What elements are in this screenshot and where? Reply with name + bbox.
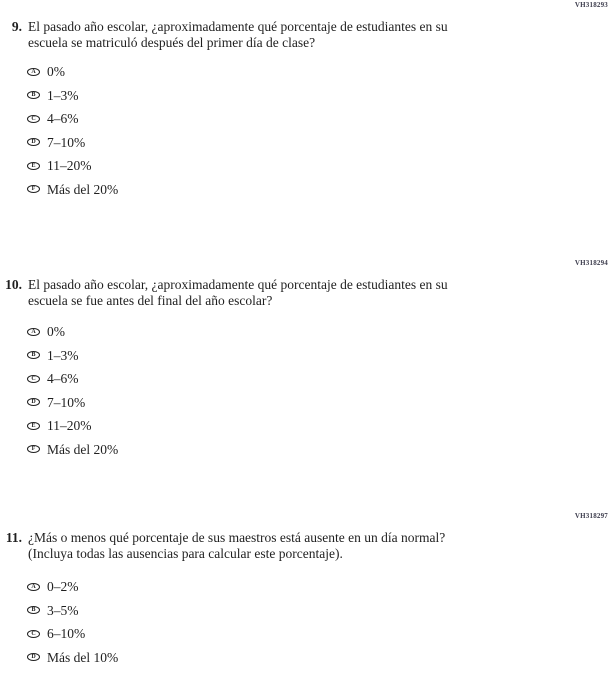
answer-option[interactable]: E 11–20% <box>27 418 614 433</box>
answer-oval-icon[interactable]: C <box>27 374 40 383</box>
answer-option[interactable]: D 7–10% <box>27 134 614 150</box>
answer-option-label: 3–5% <box>47 602 79 618</box>
question-text: El pasado año escolar, ¿aproximadamente … <box>28 19 448 51</box>
answer-option[interactable]: C 4–6% <box>27 111 614 126</box>
answer-option[interactable]: A 0% <box>27 324 614 339</box>
answer-oval-icon[interactable]: A <box>27 67 40 76</box>
answer-option-label: 4–6% <box>47 111 79 126</box>
answer-letter: F <box>31 446 36 452</box>
answer-option[interactable]: E 11–20% <box>27 158 614 173</box>
answer-letter: A <box>31 583 36 590</box>
answer-option-label: 6–10% <box>47 626 86 641</box>
question-row: 11. ¿Más o menos qué porcentaje de sus m… <box>0 530 614 562</box>
answer-option-label: Más del 10% <box>47 649 119 665</box>
answer-letter: D <box>31 399 36 405</box>
answer-letter: D <box>31 139 36 145</box>
answer-oval-icon[interactable]: B <box>27 606 40 614</box>
options-list: A 0–2% B 3–5% C 6–10% D Más del 10% <box>27 579 614 665</box>
question-text: ¿Más o menos qué porcentaje de sus maest… <box>28 530 445 562</box>
answer-oval-icon[interactable]: D <box>27 653 40 661</box>
question-text-line: escuela se matriculó después del primer … <box>28 35 316 50</box>
answer-option-label: 1–3% <box>47 87 79 103</box>
answer-option-label: Más del 20% <box>47 441 119 457</box>
answer-oval-icon[interactable]: D <box>27 398 40 406</box>
answer-oval-icon[interactable]: F <box>27 445 40 453</box>
answer-option[interactable]: D Más del 10% <box>27 649 614 665</box>
answer-option[interactable]: A 0% <box>27 64 614 79</box>
answer-option[interactable]: A 0–2% <box>27 579 614 594</box>
answer-oval-icon[interactable]: C <box>27 629 40 638</box>
answer-letter: C <box>31 115 36 122</box>
answer-letter: E <box>31 422 36 429</box>
answer-letter: C <box>31 630 36 637</box>
answer-letter: B <box>31 92 36 98</box>
answer-option[interactable]: F Más del 20% <box>27 441 614 457</box>
answer-option-label: 11–20% <box>47 418 92 433</box>
answer-oval-icon[interactable]: E <box>27 161 40 170</box>
question-number: 9. <box>11 19 22 34</box>
answer-option-label: 11–20% <box>47 158 92 173</box>
question-text-line: El pasado año escolar, ¿aproximadamente … <box>28 277 448 292</box>
answer-option-label: 0–2% <box>47 579 79 594</box>
question-text-line: El pasado año escolar, ¿aproximadamente … <box>28 19 448 34</box>
question-text: El pasado año escolar, ¿aproximadamente … <box>28 277 448 309</box>
answer-letter: D <box>31 654 36 660</box>
answer-option[interactable]: B 1–3% <box>27 87 614 103</box>
answer-option-label: 0% <box>47 64 65 79</box>
question-text-line: (Incluya todas las ausencias para calcul… <box>28 546 343 561</box>
options-list: A 0% B 1–3% C 4–6% D 7–10% E 11–20% F Má… <box>27 324 614 457</box>
answer-option-label: Más del 20% <box>47 181 119 197</box>
question-block: VH318297 11. ¿Más o menos qué porcentaje… <box>0 512 614 675</box>
item-code: VH318297 <box>574 512 608 520</box>
question-text-line: ¿Más o menos qué porcentaje de sus maest… <box>28 530 446 545</box>
answer-option-label: 0% <box>47 324 65 339</box>
answer-letter: B <box>31 607 36 613</box>
answer-oval-icon[interactable]: B <box>27 91 40 99</box>
answer-oval-icon[interactable]: A <box>27 582 40 591</box>
answer-letter: A <box>31 328 36 335</box>
question-row: 10. El pasado año escolar, ¿aproximadame… <box>0 277 614 309</box>
question-row: 9. El pasado año escolar, ¿aproximadamen… <box>0 19 614 51</box>
options-list: A 0% B 1–3% C 4–6% D 7–10% E 11–20% F Má… <box>27 64 614 197</box>
answer-option-label: 7–10% <box>47 394 86 410</box>
answer-oval-icon[interactable]: F <box>27 185 40 193</box>
answer-option-label: 4–6% <box>47 371 79 386</box>
answer-letter: A <box>31 68 36 75</box>
answer-oval-icon[interactable]: D <box>27 138 40 146</box>
answer-oval-icon[interactable]: E <box>27 421 40 430</box>
answer-oval-icon[interactable]: B <box>27 351 40 359</box>
question-number: 11. <box>5 530 22 545</box>
answer-letter: F <box>31 186 36 192</box>
answer-letter: B <box>31 352 36 358</box>
answer-option[interactable]: B 1–3% <box>27 347 614 363</box>
answer-option[interactable]: F Más del 20% <box>27 181 614 197</box>
answer-letter: C <box>31 375 36 382</box>
answer-option[interactable]: D 7–10% <box>27 394 614 410</box>
item-code: VH318293 <box>574 1 608 9</box>
answer-option[interactable]: B 3–5% <box>27 602 614 618</box>
answer-letter: E <box>31 162 36 169</box>
item-code: VH318294 <box>574 259 608 267</box>
question-block: VH318294 10. El pasado año escolar, ¿apr… <box>0 259 614 467</box>
answer-option[interactable]: C 6–10% <box>27 626 614 641</box>
answer-option[interactable]: C 4–6% <box>27 371 614 386</box>
answer-oval-icon[interactable]: C <box>27 114 40 123</box>
question-block: VH318293 9. El pasado año escolar, ¿apro… <box>0 1 614 207</box>
answer-option-label: 7–10% <box>47 134 86 150</box>
answer-option-label: 1–3% <box>47 347 79 363</box>
answer-oval-icon[interactable]: A <box>27 327 40 336</box>
question-number: 10. <box>5 277 22 292</box>
question-text-line: escuela se fue antes del final del año e… <box>28 293 273 308</box>
